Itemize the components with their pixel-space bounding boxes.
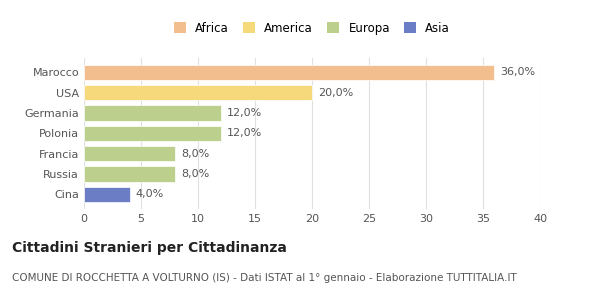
Bar [84,65,494,80]
Text: COMUNE DI ROCCHETTA A VOLTURNO (IS) - Dati ISTAT al 1° gennaio - Elaborazione TU: COMUNE DI ROCCHETTA A VOLTURNO (IS) - Da… [12,273,517,283]
Bar [84,85,312,100]
Text: 12,0%: 12,0% [227,108,262,118]
Text: 4,0%: 4,0% [136,189,164,199]
Bar [84,106,221,121]
Text: 36,0%: 36,0% [500,68,535,77]
Bar [84,146,175,161]
Text: 8,0%: 8,0% [181,149,209,159]
Legend: Africa, America, Europa, Asia: Africa, America, Europa, Asia [174,22,450,35]
Bar [84,187,130,202]
Bar [84,166,175,182]
Text: 20,0%: 20,0% [318,88,353,98]
Text: 12,0%: 12,0% [227,128,262,138]
Bar [84,126,221,141]
Text: 8,0%: 8,0% [181,169,209,179]
Text: Cittadini Stranieri per Cittadinanza: Cittadini Stranieri per Cittadinanza [12,241,287,255]
